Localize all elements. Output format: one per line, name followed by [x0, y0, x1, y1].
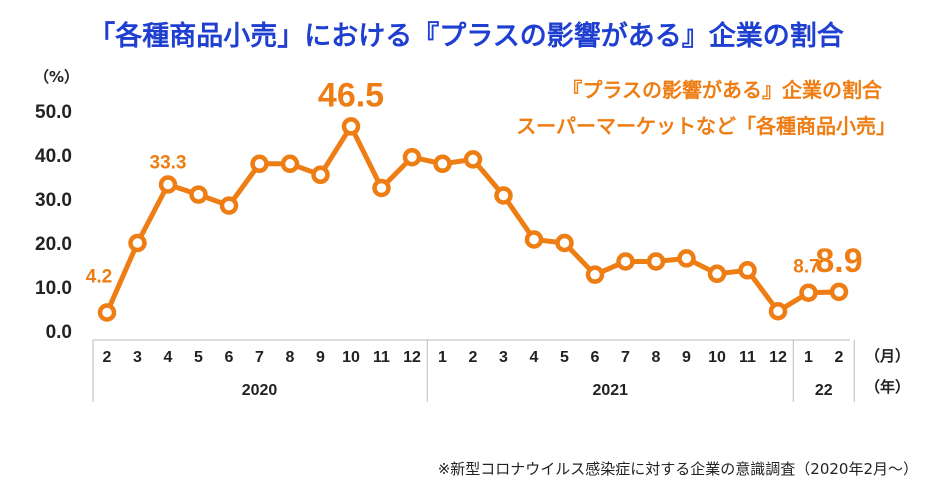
x-tick-label: 7	[621, 349, 630, 366]
chart-title: 「各種商品小売」における『プラスの影響がある』企業の割合	[88, 21, 844, 52]
x-tick-label: 2	[103, 349, 112, 366]
data-point	[494, 186, 513, 205]
x-tick-label: 8	[652, 349, 661, 366]
y-tick-label: 10.0	[35, 278, 72, 299]
data-point	[524, 230, 544, 249]
data-label: 8.9	[815, 242, 862, 280]
data-label: 8.7	[793, 257, 819, 278]
data-point	[250, 154, 269, 174]
x-tick-label: 1	[804, 349, 813, 366]
y-tick-label: 40.0	[35, 146, 72, 167]
data-point	[311, 165, 330, 185]
x-tick-label: 1	[438, 349, 447, 366]
x-tick-label: 5	[560, 349, 569, 366]
data-label: 33.3	[150, 152, 187, 173]
data-point	[189, 185, 208, 204]
x-tick-label: 9	[316, 349, 325, 366]
x-tick-label: 5	[194, 349, 203, 366]
x-tick-label: 11	[739, 349, 756, 366]
x-tick-label: 6	[591, 349, 600, 366]
x-tick-label: 11	[373, 349, 390, 366]
y-tick-label: 0.0	[46, 322, 72, 343]
y-unit-label: （%）	[34, 68, 79, 86]
data-point	[799, 283, 818, 302]
data-point	[372, 178, 391, 198]
x-tick-label: 2	[835, 349, 844, 366]
y-tick-label: 30.0	[35, 190, 72, 211]
data-point	[433, 154, 452, 174]
x-tick-label: 3	[133, 349, 142, 366]
data-point	[677, 249, 696, 268]
data-point	[616, 252, 635, 271]
data-point	[585, 265, 605, 284]
data-point	[158, 175, 178, 194]
x-tick-label: 2	[469, 349, 478, 366]
data-point	[646, 252, 666, 271]
data-point	[402, 147, 422, 167]
x-tick-label: 3	[499, 349, 508, 366]
year-label: 2021	[592, 382, 628, 399]
data-label: 4.2	[86, 267, 112, 288]
data-point	[463, 150, 483, 169]
x-tick-label: 10	[708, 349, 726, 366]
y-tick-label: 20.0	[35, 234, 72, 255]
x-tick-label: 9	[682, 349, 691, 366]
data-point	[707, 264, 727, 284]
legend-line-1: 『プラスの影響がある』企業の割合	[562, 78, 882, 102]
data-point	[128, 233, 147, 253]
data-labels: 4.2 33.3 46.5 8.78.9	[86, 76, 863, 287]
data-point	[555, 233, 574, 253]
year-label: 2020	[242, 382, 278, 399]
y-tick-label: 50.0	[35, 102, 72, 123]
x-tick-label: 12	[769, 349, 787, 366]
data-point	[829, 282, 849, 302]
x-tick-label: 7	[255, 349, 264, 366]
data-point	[219, 196, 239, 215]
x-tick-label: 12	[403, 349, 421, 366]
data-point	[341, 117, 361, 136]
year-unit-label: （年）	[865, 378, 910, 396]
series-line	[97, 117, 849, 322]
x-unit-label: （月）	[865, 347, 910, 365]
data-point	[97, 303, 117, 322]
y-axis: （%） 50.0 40.0 30.0 20.0 10.0 0.0	[34, 68, 79, 343]
x-tick-label: 8	[286, 349, 295, 366]
data-label: 46.5	[318, 76, 384, 114]
legend-line-2: スーパーマーケットなど「各種商品小売」	[516, 114, 896, 138]
data-point	[768, 301, 788, 321]
x-tick-label: 10	[342, 349, 360, 366]
x-tick-label: 4	[530, 349, 539, 366]
x-tick-label: 4	[164, 349, 173, 366]
footnote: ※新型コロナウイルス感染症に対する企業の意識調査（2020年2月～）	[437, 460, 918, 478]
year-label: 22	[815, 382, 833, 399]
data-point	[738, 261, 757, 280]
data-point	[280, 154, 300, 174]
x-tick-label: 6	[225, 349, 234, 366]
